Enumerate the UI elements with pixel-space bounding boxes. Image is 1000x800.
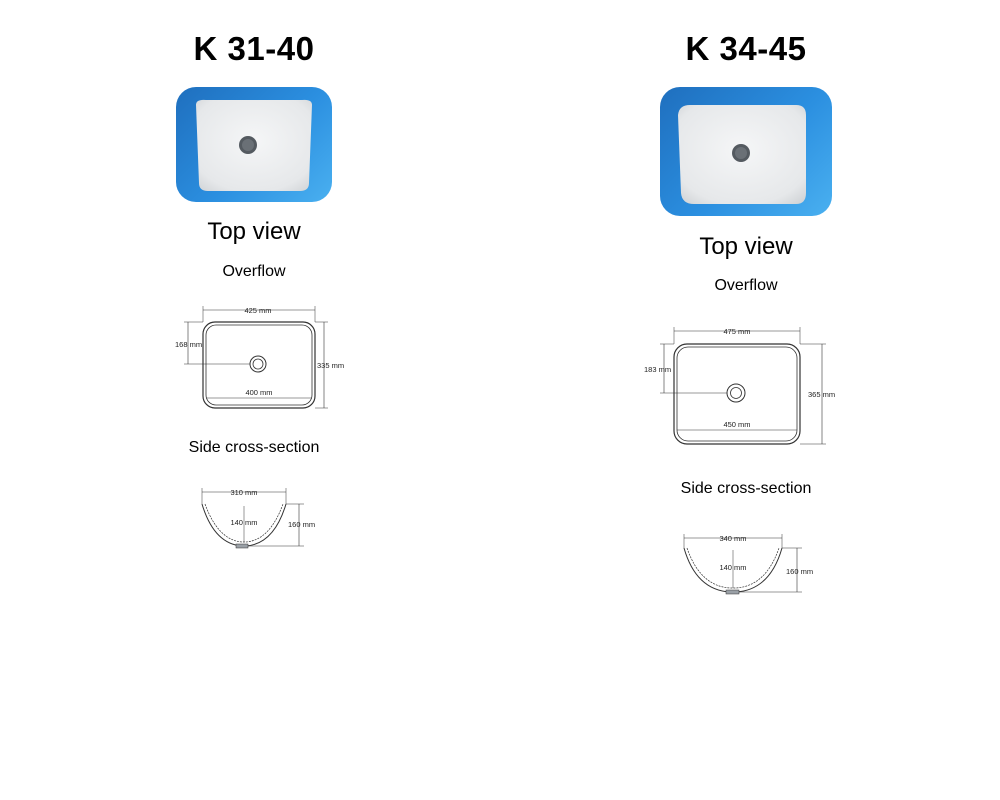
model-title: K 34-45	[685, 30, 807, 67]
dim-width: 475 mm	[723, 327, 750, 336]
dim-height: 160 mm	[786, 567, 813, 576]
dim-overflow-offset: 183 mm	[644, 365, 671, 374]
side-section-drawing: 310 mm 140 mm 160 mm	[194, 482, 324, 552]
dim-inner-width: 450 mm	[723, 420, 750, 429]
top-view-drawing: 475 mm 183 mm 365 mm 450 mm	[642, 320, 842, 448]
dim-top-width: 340 mm	[719, 534, 746, 543]
cross-section-label: Side cross-section	[680, 480, 812, 497]
basin-photo	[176, 87, 332, 202]
overflow-label: Overflow	[714, 277, 778, 294]
overflow-label: Overflow	[222, 263, 286, 280]
dim-depth: 365 mm	[808, 390, 835, 399]
top-view-drawing: 425 mm 168 mm 335 mm 400 mm	[174, 302, 349, 414]
dim-top-width: 310 mm	[230, 488, 257, 497]
top-view-label: Top view	[207, 218, 301, 245]
cross-section-label: Side cross-section	[188, 439, 320, 456]
dim-width: 425 mm	[244, 306, 271, 315]
model-title: K 31-40	[193, 30, 315, 67]
side-section-drawing: 340 mm 140 mm 160 mm	[680, 524, 820, 596]
basin-photo	[660, 87, 832, 216]
dim-overflow-offset: 168 mm	[175, 340, 202, 349]
dim-inner-depth: 140 mm	[230, 518, 257, 527]
dim-inner-depth: 140 mm	[719, 563, 746, 572]
dim-inner-width: 400 mm	[245, 388, 272, 397]
top-view-label: Top view	[699, 233, 793, 260]
dim-height: 160 mm	[288, 520, 315, 529]
dim-depth: 335 mm	[317, 361, 344, 370]
